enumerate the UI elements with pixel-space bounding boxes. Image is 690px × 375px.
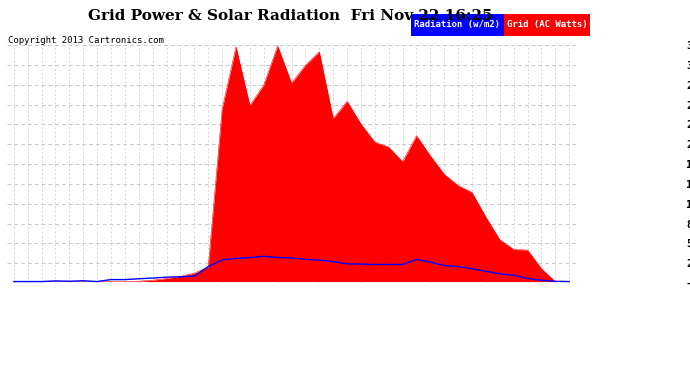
Text: Copyright 2013 Cartronics.com: Copyright 2013 Cartronics.com [8,36,164,45]
Text: Radiation (w/m2): Radiation (w/m2) [414,20,500,29]
Text: Grid Power & Solar Radiation  Fri Nov 22 16:25: Grid Power & Solar Radiation Fri Nov 22 … [88,9,492,23]
Text: Grid (AC Watts): Grid (AC Watts) [506,20,587,29]
